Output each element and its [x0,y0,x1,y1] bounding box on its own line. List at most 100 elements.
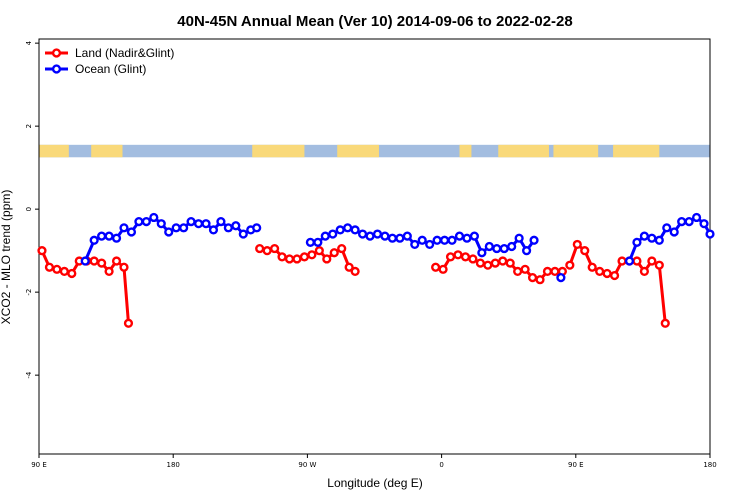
data-point [350,225,360,235]
data-point [67,268,77,279]
data-point [284,254,295,264]
data-point [179,223,189,233]
data-point [677,217,687,227]
data-point [499,243,509,254]
series-ocean [80,212,715,283]
data-point [705,229,715,239]
data-point [587,262,597,272]
data-point [595,266,605,277]
y-tick-label: 0 [25,207,33,211]
data-point [475,258,485,268]
data-point [556,273,566,283]
data-point [208,225,219,235]
data-point [307,250,317,260]
data-point [119,262,129,272]
data-point [632,256,642,266]
y-axis: 4 2 0 -2 -4 [25,40,39,379]
data-point [395,233,405,243]
data-point [380,231,390,241]
data-point [639,266,649,277]
data-point [252,223,262,233]
data-point [460,252,471,262]
legend-marker [51,48,62,58]
y-axis-label: XCO2 - MLO trend (ppm) [0,190,13,325]
data-point [111,233,122,243]
data-point [335,225,345,235]
data-point [59,266,69,277]
legend-label: Land (Nadir&Glint) [75,46,174,60]
x-tick-label: 180 [167,461,180,469]
data-point [314,246,324,256]
data-point [238,229,248,239]
data-point [513,266,523,277]
map-strip-land-patch [553,144,599,158]
data-point [80,256,90,266]
data-point [617,256,627,266]
data-point [609,270,620,281]
data-point [357,229,368,239]
data-point [134,217,144,227]
data-point [514,233,524,243]
data-point [223,223,233,233]
data-point [565,260,575,270]
legend: Land (Nadir&Glint) Ocean (Glint) [45,46,174,76]
data-point [602,268,612,279]
data-point [141,217,151,227]
data-point [344,262,354,272]
data-point [447,235,457,245]
data-point [320,231,330,241]
data-point [654,260,664,270]
legend-marker [51,64,62,74]
data-point [654,235,664,245]
legend-label: Ocean (Glint) [75,62,146,76]
data-point [328,229,338,239]
data-point [492,243,502,254]
data-point [431,262,441,272]
data-point [425,239,435,250]
data-point [624,256,635,266]
data-point [186,217,196,227]
data-point [669,227,679,237]
x-tick-label: 90 E [568,461,584,469]
data-point [37,246,47,256]
data-point [365,231,375,241]
data-point [372,229,383,239]
map-strip-land-patch [337,144,379,158]
data-point [164,227,174,237]
data-point [171,223,181,233]
y-tick-label: 2 [25,124,33,128]
data-point [647,233,657,243]
data-point [505,258,515,268]
data-point [322,254,332,264]
data-point [104,231,114,241]
data-point [97,231,107,241]
plot-frame [38,38,711,455]
data-point [126,227,137,237]
data-point [193,219,204,229]
data-point [149,212,159,223]
x-tick-label: 90 E [31,461,47,469]
map-strip-land-patch [613,144,660,158]
map-strip-land [39,144,660,158]
data-point [445,252,456,262]
data-point [89,235,99,245]
data-point [201,219,211,229]
map-strip-land-patch [498,144,549,158]
map-strip-land-patch [39,144,69,158]
x-axis-label: Longitude (deg E) [327,476,422,490]
data-point [97,258,107,268]
y-tick-label: -2 [25,289,33,296]
data-point [439,235,450,245]
x-tick-label: 180 [703,461,716,469]
data-point [462,233,472,243]
data-point [632,237,642,247]
data-point [104,266,114,277]
map-strip-land-patch [459,144,472,158]
data-point [647,256,657,266]
data-point [521,246,532,256]
data-point [498,256,508,266]
data-point [410,239,420,250]
series-land [37,239,670,328]
x-axis: 90 E 180 90 W 0 90 E 180 [31,454,717,469]
